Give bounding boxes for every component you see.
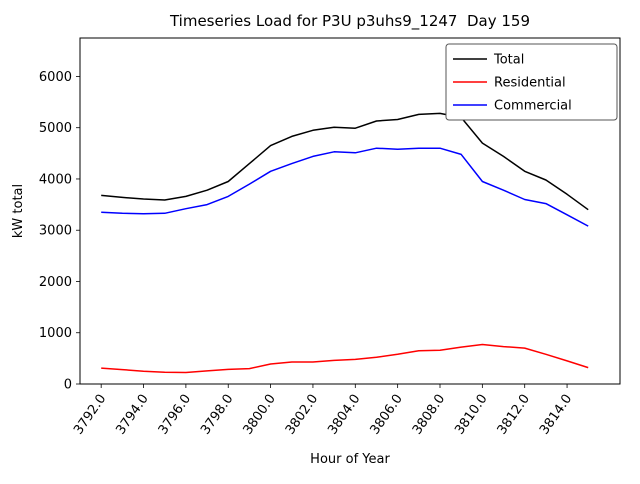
series-line-residential bbox=[101, 343, 589, 374]
legend-box bbox=[445, 43, 618, 121]
y-tick-label: 5000 bbox=[39, 121, 72, 136]
y-tick-label: 3000 bbox=[39, 224, 72, 239]
y-tick-label: 6000 bbox=[39, 70, 72, 85]
series-line-total bbox=[101, 112, 589, 211]
y-tick-label: 1000 bbox=[39, 326, 72, 341]
legend: Total Residential Commercial bbox=[445, 43, 618, 121]
y-axis-label: kW total bbox=[11, 184, 26, 238]
y-tick-label: 2000 bbox=[39, 275, 72, 290]
legend-label-total: Total bbox=[493, 53, 524, 68]
chart-title: Timeseries Load for P3U p3uhs9_1247 Day … bbox=[169, 12, 530, 31]
y-tick-label: 0 bbox=[64, 378, 72, 393]
legend-label-commercial: Commercial bbox=[494, 99, 572, 114]
plot-border bbox=[79, 37, 621, 385]
series-line-commercial bbox=[101, 147, 589, 227]
legend-label-residential: Residential bbox=[494, 76, 566, 91]
x-axis-label: Hour of Year bbox=[310, 452, 390, 467]
y-tick-label: 4000 bbox=[39, 172, 72, 187]
